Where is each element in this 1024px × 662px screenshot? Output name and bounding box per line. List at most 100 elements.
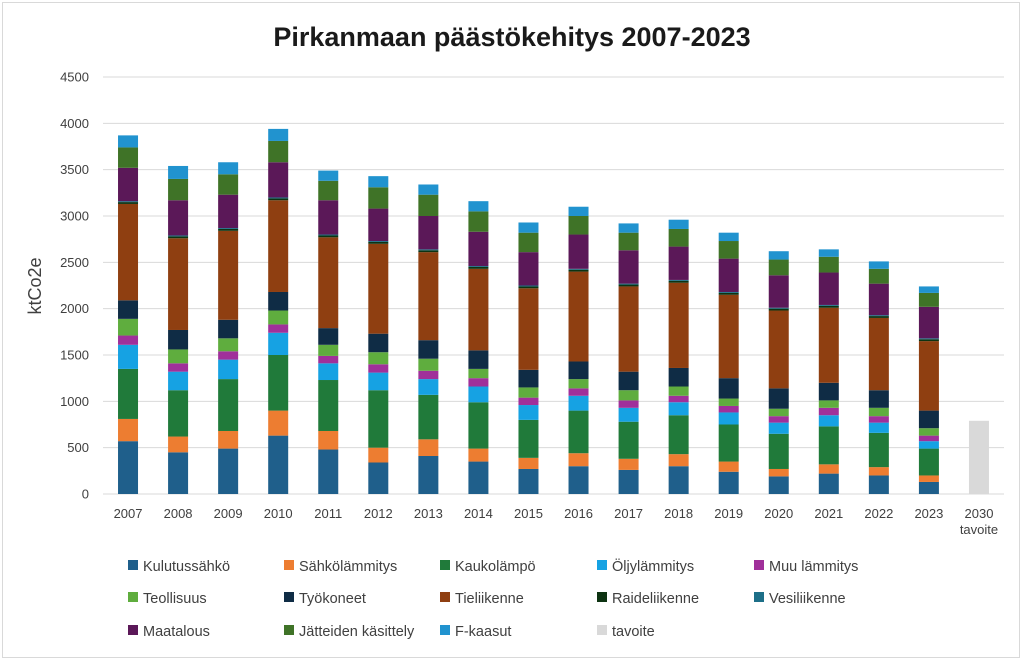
bar-segment bbox=[218, 448, 239, 494]
bar-segment bbox=[868, 315, 889, 317]
bar-segment bbox=[318, 235, 339, 238]
bar-segment bbox=[218, 194, 239, 229]
bar-segment bbox=[868, 283, 889, 316]
bar-segment bbox=[518, 232, 539, 253]
x-tick-label: 2019 bbox=[714, 506, 743, 521]
bar-segment bbox=[318, 355, 339, 364]
bar-segment bbox=[218, 379, 239, 431]
legend-label: tavoite bbox=[612, 624, 655, 640]
bar-segment bbox=[518, 222, 539, 233]
bar-segment bbox=[618, 469, 639, 494]
bar-segment bbox=[768, 310, 789, 389]
bar-segment bbox=[468, 201, 489, 212]
bar-segment bbox=[218, 319, 239, 339]
bar-segment bbox=[268, 310, 289, 325]
bar-segment bbox=[718, 258, 739, 292]
bar-segment bbox=[818, 307, 839, 383]
bar-segment bbox=[718, 461, 739, 472]
legend-label: Vesiliikenne bbox=[769, 591, 846, 607]
bar-segment bbox=[668, 228, 689, 247]
bar-segment bbox=[318, 344, 339, 356]
bar-segment bbox=[668, 246, 689, 280]
x-tick-label: 2017 bbox=[614, 506, 643, 521]
legend-label: F-kaasut bbox=[455, 624, 511, 640]
bar-segment bbox=[218, 228, 239, 231]
x-tick-label: 2014 bbox=[464, 506, 493, 521]
bar-segment bbox=[168, 390, 189, 437]
bar-segment bbox=[668, 415, 689, 455]
x-tick-label: 2013 bbox=[414, 506, 443, 521]
y-tick-label: 4500 bbox=[60, 70, 89, 85]
bar-segment bbox=[518, 405, 539, 420]
bar-segment bbox=[718, 412, 739, 425]
bar-segment bbox=[118, 368, 139, 419]
bar-segment bbox=[368, 364, 389, 373]
legend-item: Vesiliikenne bbox=[754, 591, 846, 607]
bar-segment bbox=[468, 266, 489, 269]
bar-segment bbox=[168, 371, 189, 391]
x-tick-label: 2030 bbox=[965, 506, 994, 521]
bar-segment bbox=[668, 280, 689, 283]
bar-segment bbox=[768, 259, 789, 276]
legend-swatch bbox=[597, 592, 607, 602]
bar-segment bbox=[568, 410, 589, 454]
bar-segment bbox=[468, 402, 489, 449]
legend: Kulutussähkö Sähkölämmitys Kaukolämpö Öljyl… bbox=[128, 557, 858, 640]
bar-segment bbox=[518, 369, 539, 388]
legend-item: Työkoneet bbox=[284, 591, 366, 607]
bar-segment bbox=[568, 453, 589, 467]
bar-segment bbox=[668, 386, 689, 396]
bar-segment bbox=[768, 308, 789, 311]
legend-swatch bbox=[128, 592, 138, 602]
bar-segment bbox=[268, 332, 289, 355]
bar-segment bbox=[368, 333, 389, 353]
bar-segment bbox=[418, 250, 439, 253]
x-tick-label: 2012 bbox=[364, 506, 393, 521]
bar-segment bbox=[418, 249, 439, 251]
bar-segment bbox=[318, 237, 339, 329]
bar-segment bbox=[168, 235, 189, 237]
bar-segment bbox=[818, 407, 839, 416]
bar-segment bbox=[768, 307, 789, 309]
bar-segment bbox=[368, 352, 389, 365]
bar-segment bbox=[618, 286, 639, 372]
legend-swatch bbox=[128, 560, 138, 570]
bar-segment bbox=[118, 147, 139, 168]
legend-item: Tieliikenne bbox=[440, 591, 524, 607]
bar-segment bbox=[318, 180, 339, 201]
bar-segment bbox=[368, 208, 389, 242]
bar-segment bbox=[718, 471, 739, 494]
bar-segment bbox=[318, 430, 339, 450]
bar-segment bbox=[668, 282, 689, 368]
legend-swatch bbox=[754, 560, 764, 570]
bar-segment bbox=[868, 467, 889, 476]
bar-segment bbox=[718, 398, 739, 406]
bar-segment bbox=[568, 269, 589, 272]
x-axis-ticks: 2007 2008 2009 2010 2011 2012 2013 2014 2015 2016… bbox=[114, 506, 999, 537]
legend-label: Raideliikenne bbox=[612, 591, 699, 607]
bar-segment bbox=[568, 234, 589, 269]
bar-segment bbox=[818, 426, 839, 465]
legend-item: Kaukolämpö bbox=[440, 559, 536, 575]
bar-segment bbox=[268, 198, 289, 201]
bar-segment bbox=[168, 363, 189, 372]
bar-segment bbox=[218, 174, 239, 195]
bar-segment bbox=[268, 197, 289, 199]
x-tick-label: 2007 bbox=[114, 506, 143, 521]
legend-label: Työkoneet bbox=[299, 591, 366, 607]
bar-segment bbox=[868, 432, 889, 468]
legend-label: Sähkölämmitys bbox=[299, 559, 397, 575]
bar-segment bbox=[918, 341, 939, 411]
bar-segment bbox=[318, 363, 339, 381]
y-tick-label: 500 bbox=[67, 440, 89, 455]
bar-segment bbox=[318, 449, 339, 494]
y-tick-label: 1500 bbox=[60, 348, 89, 363]
bar-segment bbox=[418, 358, 439, 371]
bar-segment bbox=[468, 268, 489, 351]
bar-segment bbox=[418, 456, 439, 494]
bar-segment bbox=[768, 251, 789, 260]
legend-label: Muu lämmitys bbox=[769, 559, 858, 575]
bar-segment bbox=[518, 252, 539, 286]
legend-swatch bbox=[284, 625, 294, 635]
bar-segment bbox=[368, 243, 389, 334]
